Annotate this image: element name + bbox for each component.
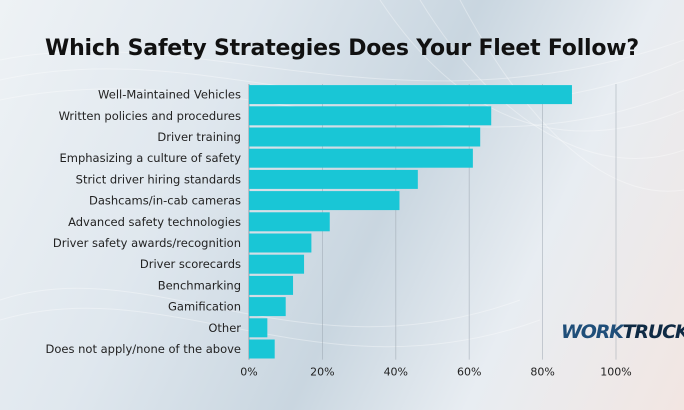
worktruck-logo: WORKTRUCK <box>561 322 684 342</box>
bar-8 <box>249 254 305 274</box>
category-label: Strict driver hiring standards <box>76 172 241 186</box>
category-label: Driver training <box>157 130 241 144</box>
bar-1 <box>249 106 492 126</box>
category-label: Dashcams/in-cab cameras <box>89 194 241 208</box>
bar-7 <box>249 233 312 253</box>
x-tick-label: 0% <box>240 366 257 379</box>
bar-3 <box>249 148 473 168</box>
category-label: Driver safety awards/recognition <box>53 236 241 250</box>
x-tick-label: 80% <box>530 366 554 379</box>
category-label: Emphasizing a culture of safety <box>60 151 242 165</box>
bar-12 <box>249 339 275 359</box>
category-label: Advanced safety technologies <box>68 215 241 229</box>
bar-0 <box>249 85 572 105</box>
x-tick-label: 100% <box>600 366 631 379</box>
bar-6 <box>249 212 330 232</box>
logo-part-work: WORK <box>561 321 624 343</box>
category-label: Other <box>208 321 241 335</box>
category-label: Written policies and procedures <box>59 109 241 123</box>
bar-10 <box>249 297 286 317</box>
x-tick-label: 60% <box>457 366 481 379</box>
x-tick-label: 20% <box>310 366 334 379</box>
chart-title: Which Safety Strategies Does Your Fleet … <box>45 36 639 61</box>
x-tick-label: 40% <box>384 366 408 379</box>
category-label: Gamification <box>168 300 241 314</box>
category-label: Does not apply/none of the above <box>46 342 242 356</box>
bar-11 <box>249 318 268 338</box>
category-label: Benchmarking <box>158 278 241 292</box>
category-label: Well-Maintained Vehicles <box>98 88 241 102</box>
bar-4 <box>249 169 418 189</box>
logo-part-truck: TRUCK <box>622 321 684 343</box>
bar-5 <box>249 191 400 211</box>
bar-9 <box>249 275 294 295</box>
bar-2 <box>249 127 481 147</box>
category-label: Driver scorecards <box>140 257 241 271</box>
